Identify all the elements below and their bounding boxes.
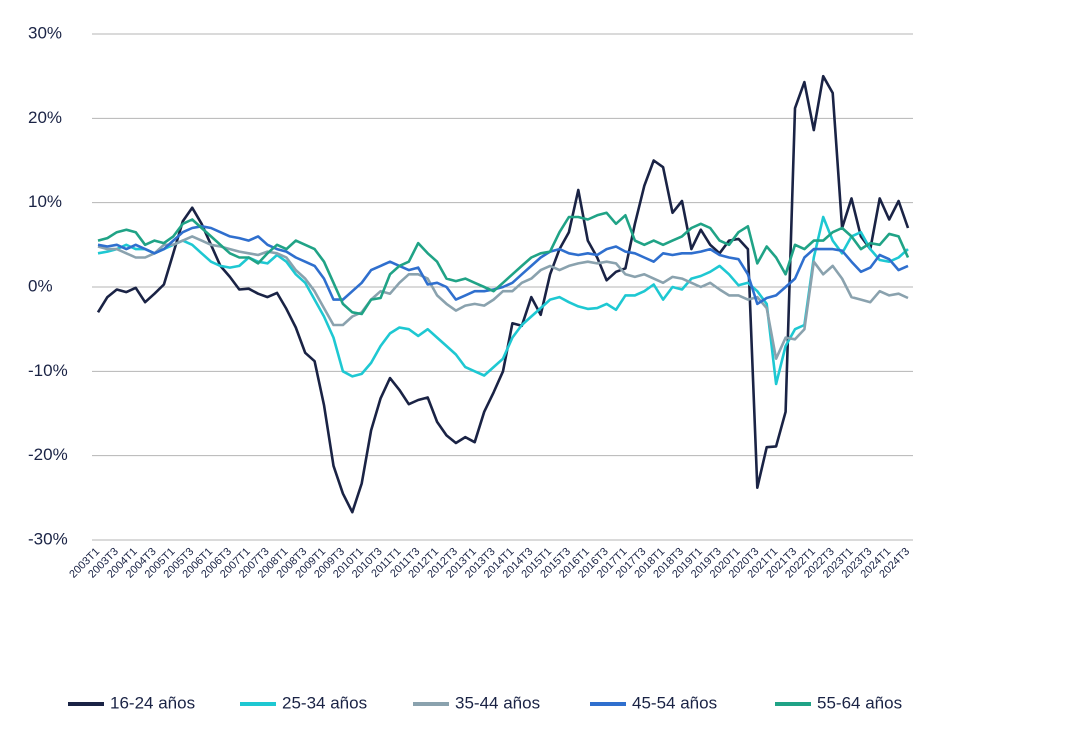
legend-label: 16-24 años xyxy=(110,693,195,712)
y-tick-label: 30% xyxy=(28,23,62,42)
y-tick-label: -10% xyxy=(28,361,68,380)
legend-item: 35-44 años xyxy=(413,693,540,712)
legend-label: 35-44 años xyxy=(455,693,540,712)
series-line xyxy=(97,235,909,360)
y-tick-label: 10% xyxy=(28,192,62,211)
y-tick-label: -20% xyxy=(28,445,68,464)
legend-item: 55-64 años xyxy=(775,693,902,712)
legend-label: 55-64 años xyxy=(817,693,902,712)
y-tick-label: 20% xyxy=(28,108,62,127)
series-line xyxy=(97,215,909,386)
series-line xyxy=(97,225,909,306)
legend-label: 25-34 años xyxy=(282,693,367,712)
y-tick-label: 0% xyxy=(28,276,53,295)
series-line xyxy=(97,211,910,316)
series-line xyxy=(96,74,910,514)
legend-item: 25-34 años xyxy=(240,693,367,712)
legend-label: 45-54 años xyxy=(632,693,717,712)
legend-item: 16-24 años xyxy=(68,693,195,712)
y-tick-label: -30% xyxy=(28,529,68,548)
legend-item: 45-54 años xyxy=(590,693,717,712)
